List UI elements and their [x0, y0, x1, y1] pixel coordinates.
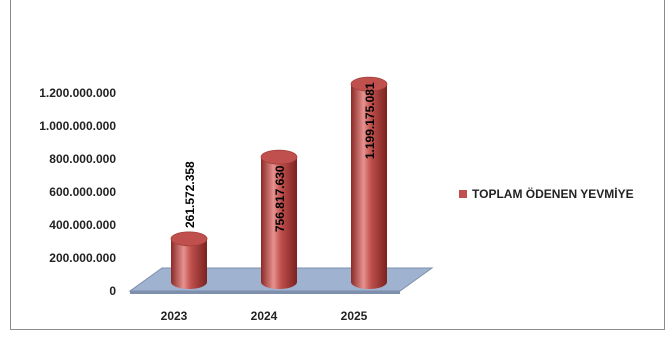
bar-body: [261, 157, 297, 289]
bar-top: [350, 76, 388, 92]
y-tick-label: 1.200.000.000: [39, 86, 116, 100]
x-tick-label: 2023: [161, 309, 188, 323]
x-tick-label: 2025: [341, 309, 368, 323]
data-label: 756.817.630: [273, 165, 287, 232]
bar-body: [351, 84, 387, 289]
y-tick-label: 600.000.000: [49, 185, 116, 199]
bar-body: [171, 238, 207, 289]
chart-floor-edge: [130, 291, 400, 294]
bar-top: [170, 231, 208, 247]
x-tick-label: 2024: [251, 309, 278, 323]
bar-top: [260, 149, 298, 165]
y-tick-label: 0: [109, 284, 116, 298]
data-label: 261.572.358: [183, 161, 197, 228]
bar-2025: [350, 76, 388, 289]
y-tick-label: 1.000.000.000: [39, 119, 116, 133]
legend: TOPLAM ÖDENEN YEVMİYE: [459, 186, 634, 201]
y-tick-label: 800.000.000: [49, 152, 116, 166]
bar-2023: [170, 231, 208, 289]
bar-2024: [260, 149, 298, 289]
y-tick-label: 400.000.000: [49, 218, 116, 232]
y-tick-label: 200.000.000: [49, 251, 116, 265]
legend-label: TOPLAM ÖDENEN YEVMİYE: [472, 186, 634, 201]
data-label: 1.199.175.081: [363, 82, 377, 159]
legend-swatch: [459, 190, 467, 198]
